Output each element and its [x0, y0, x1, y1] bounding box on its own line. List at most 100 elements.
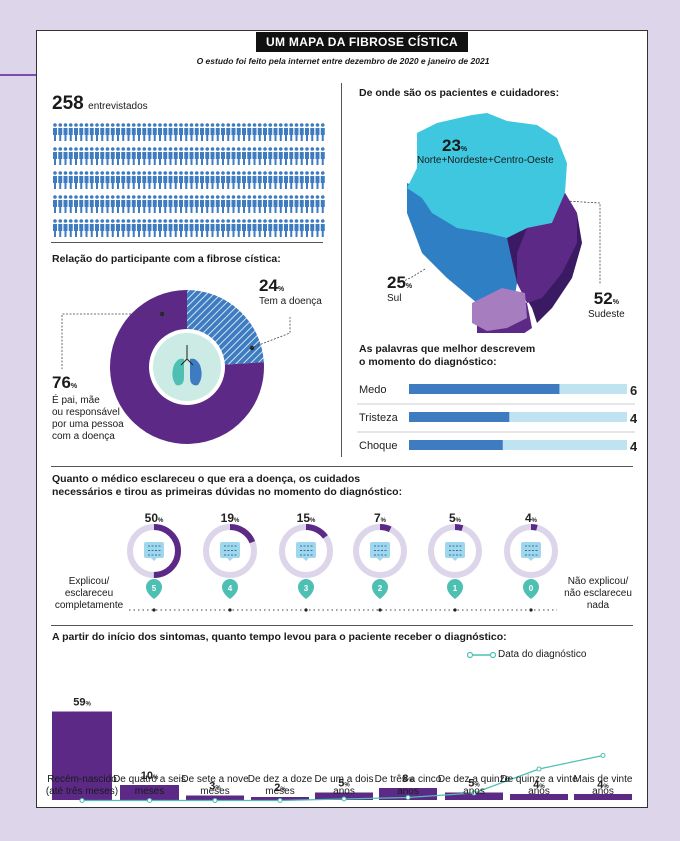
person-icon — [74, 171, 78, 189]
word-bar — [409, 440, 503, 450]
person-icon — [236, 219, 241, 237]
person-icon — [263, 123, 267, 141]
person-icon — [221, 219, 225, 237]
person-icon — [273, 219, 278, 237]
score-pin: 4 — [222, 579, 238, 599]
person-icon — [179, 219, 183, 237]
person-icon — [184, 147, 189, 165]
person-icon — [158, 147, 162, 165]
person-icon — [194, 171, 199, 189]
word-label: Medo — [359, 384, 387, 396]
person-icon — [226, 147, 231, 165]
legend-line-icon — [467, 651, 497, 659]
person-icon — [131, 147, 136, 165]
person-icon — [137, 123, 141, 141]
person-icon — [320, 195, 325, 213]
diagnosis-point — [79, 798, 85, 803]
person-icon — [147, 123, 152, 141]
person-icon — [121, 219, 126, 237]
word-bar — [409, 412, 510, 422]
person-icon — [215, 171, 220, 189]
person-icon — [95, 123, 99, 141]
time-bar — [52, 711, 112, 800]
divider — [51, 242, 323, 243]
person-icon — [226, 123, 231, 141]
south-pct: 25 — [387, 273, 406, 292]
infographic-card: UM MAPA DA FIBROSE CÍSTICA O estudo foi … — [36, 30, 648, 808]
score-pin: 1 — [447, 579, 463, 599]
word-value: 46% — [630, 411, 637, 426]
person-icon — [247, 195, 252, 213]
person-icon — [273, 123, 278, 141]
person-icon — [95, 219, 99, 237]
person-icon — [79, 171, 84, 189]
person-icon — [89, 147, 94, 165]
person-icon — [315, 219, 320, 237]
person-icon — [152, 219, 157, 237]
person-icon — [84, 171, 89, 189]
person-icon — [284, 171, 288, 189]
score-label: 2 — [378, 584, 383, 593]
person-icon — [226, 219, 231, 237]
person-icon — [284, 219, 288, 237]
person-icon — [158, 195, 162, 213]
person-icon — [200, 147, 204, 165]
person-icon — [299, 219, 304, 237]
time-category-label: De dez a quinze anos — [437, 774, 511, 797]
person-icon — [236, 123, 241, 141]
person-icon — [179, 195, 183, 213]
ring-value — [203, 524, 257, 578]
person-icon — [63, 123, 68, 141]
word-bar — [409, 384, 560, 394]
person-icon — [221, 195, 225, 213]
person-icon — [110, 171, 115, 189]
person-icon — [173, 219, 178, 237]
clarity-heading: Quanto o médico esclareceu o que era a d… — [52, 473, 402, 499]
person-icon — [116, 195, 120, 213]
time-bar-value: 5% — [468, 778, 480, 790]
person-icon — [236, 171, 241, 189]
person-icon — [89, 171, 94, 189]
clarity-heading-line: necessários e tirou as primeiras dúvidas… — [52, 486, 403, 498]
time-category-label: De três a cinco anos — [374, 774, 442, 797]
respondents-label: entrevistados — [88, 101, 148, 112]
time-bar-value: 2% — [274, 782, 286, 794]
north-label: Norte+Nordeste+Centro-Oeste — [417, 155, 554, 166]
person-icon — [257, 195, 262, 213]
person-icon — [137, 219, 141, 237]
person-icon — [131, 123, 136, 141]
map-region-north-side — [407, 183, 527, 318]
brazil-map — [407, 113, 582, 333]
person-icon — [163, 123, 168, 141]
person-icon — [231, 147, 236, 165]
person-icon — [74, 147, 78, 165]
person-icon — [315, 123, 320, 141]
scale-dot — [453, 608, 457, 612]
person-icon — [68, 147, 73, 165]
person-icon — [263, 219, 267, 237]
score-pin: 5 — [146, 579, 162, 599]
score-pin: 3 — [298, 579, 314, 599]
person-icon — [79, 123, 84, 141]
person-icon — [273, 171, 278, 189]
person-icon — [278, 195, 283, 213]
person-icon — [63, 219, 68, 237]
parent-label-line: ou responsável — [52, 407, 120, 418]
person-icon — [231, 219, 236, 237]
word-label: Tristeza — [359, 412, 399, 424]
person-icon — [305, 219, 309, 237]
person-icon — [215, 147, 220, 165]
scale-dot — [378, 608, 382, 612]
person-icon — [58, 195, 63, 213]
person-icon — [110, 123, 115, 141]
time-bar — [120, 785, 179, 800]
people-icon-grid — [53, 123, 325, 237]
person-icon — [158, 219, 162, 237]
south-label: Sul — [387, 293, 402, 304]
time-category-label: De quatro a seis meses — [113, 774, 186, 797]
scale-dot — [152, 608, 156, 612]
person-icon — [184, 195, 189, 213]
person-icon — [105, 195, 110, 213]
person-icon — [257, 171, 262, 189]
clarity-heading-line: Quanto o médico esclareceu o que era a d… — [52, 473, 361, 485]
